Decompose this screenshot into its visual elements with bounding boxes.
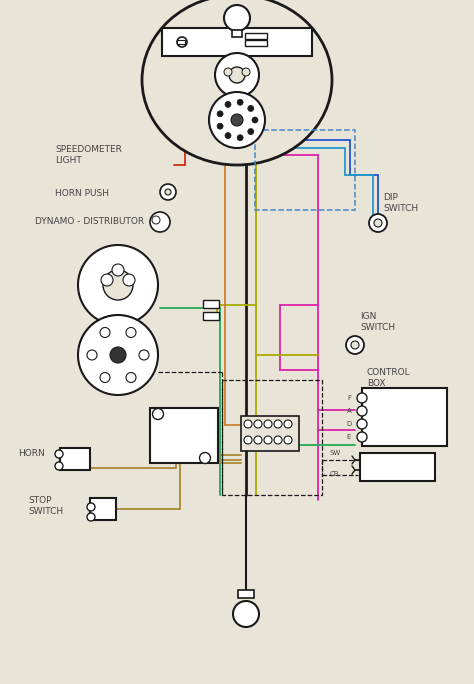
Circle shape <box>237 99 243 105</box>
Bar <box>238 590 254 598</box>
Circle shape <box>101 274 113 286</box>
Circle shape <box>100 373 110 382</box>
Circle shape <box>254 420 262 428</box>
Text: COIL: COIL <box>387 462 408 471</box>
Circle shape <box>177 37 187 47</box>
Circle shape <box>126 328 136 337</box>
Text: SW: SW <box>330 450 341 456</box>
Circle shape <box>351 341 359 349</box>
Text: CONTROL
BOX: CONTROL BOX <box>367 368 410 388</box>
Text: IGN
SWITCH: IGN SWITCH <box>360 313 395 332</box>
Circle shape <box>150 212 170 232</box>
Circle shape <box>231 114 243 126</box>
Circle shape <box>274 420 282 428</box>
Bar <box>232 30 242 37</box>
Circle shape <box>209 92 265 148</box>
Bar <box>255 130 355 210</box>
Circle shape <box>233 601 259 627</box>
Text: E: E <box>347 434 351 440</box>
Text: D: D <box>346 421 352 427</box>
Circle shape <box>242 68 250 76</box>
Bar <box>360 453 435 481</box>
Circle shape <box>225 133 231 139</box>
Bar <box>222 380 322 495</box>
Bar <box>241 416 299 451</box>
Bar <box>362 388 447 446</box>
Circle shape <box>215 53 259 97</box>
Circle shape <box>152 216 160 224</box>
Circle shape <box>78 245 158 325</box>
Circle shape <box>254 436 262 444</box>
Circle shape <box>87 503 95 511</box>
Text: DIP
SWITCH: DIP SWITCH <box>383 194 418 213</box>
Circle shape <box>224 68 232 76</box>
Text: STOP
SWITCH: STOP SWITCH <box>28 497 63 516</box>
Text: SPEEDOMETER
LIGHT: SPEEDOMETER LIGHT <box>55 145 122 165</box>
Circle shape <box>126 373 136 382</box>
Circle shape <box>374 219 382 227</box>
Circle shape <box>346 336 364 354</box>
Circle shape <box>123 274 135 286</box>
Bar <box>90 498 116 520</box>
Circle shape <box>100 328 110 337</box>
Circle shape <box>87 350 97 360</box>
Circle shape <box>264 436 272 444</box>
Text: HORN: HORN <box>18 449 45 458</box>
Circle shape <box>103 270 133 300</box>
Circle shape <box>217 111 223 117</box>
Text: CB: CB <box>330 471 339 477</box>
Bar <box>60 448 90 470</box>
Bar <box>203 300 219 308</box>
Circle shape <box>165 189 171 195</box>
Circle shape <box>78 315 158 395</box>
Circle shape <box>357 419 367 429</box>
Circle shape <box>252 117 258 123</box>
Ellipse shape <box>142 0 332 165</box>
Circle shape <box>217 123 223 129</box>
Circle shape <box>87 513 95 521</box>
Circle shape <box>248 105 254 111</box>
Circle shape <box>244 436 252 444</box>
Circle shape <box>55 450 63 458</box>
Bar <box>245 40 267 46</box>
Text: HORN PUSH: HORN PUSH <box>55 189 109 198</box>
Text: F: F <box>347 395 351 401</box>
Circle shape <box>284 436 292 444</box>
Circle shape <box>248 129 254 135</box>
Text: BATTERY: BATTERY <box>165 432 207 440</box>
Circle shape <box>244 420 252 428</box>
Circle shape <box>264 420 272 428</box>
Circle shape <box>237 135 243 141</box>
Circle shape <box>110 347 126 363</box>
Circle shape <box>284 420 292 428</box>
Text: A: A <box>346 408 351 414</box>
Circle shape <box>139 350 149 360</box>
Circle shape <box>112 264 124 276</box>
Bar <box>177 40 185 44</box>
Circle shape <box>229 67 245 83</box>
Circle shape <box>369 214 387 232</box>
Circle shape <box>274 436 282 444</box>
Circle shape <box>357 393 367 403</box>
Text: DYNAMO - DISTRIBUTOR: DYNAMO - DISTRIBUTOR <box>35 218 144 226</box>
Bar <box>162 28 312 56</box>
Circle shape <box>225 101 231 107</box>
Bar <box>150 408 218 463</box>
Circle shape <box>224 5 250 31</box>
Circle shape <box>55 462 63 470</box>
Circle shape <box>200 453 210 464</box>
Circle shape <box>357 406 367 416</box>
Circle shape <box>160 184 176 200</box>
Circle shape <box>357 432 367 442</box>
Bar <box>203 312 219 320</box>
Circle shape <box>153 408 164 419</box>
Bar <box>245 33 267 39</box>
